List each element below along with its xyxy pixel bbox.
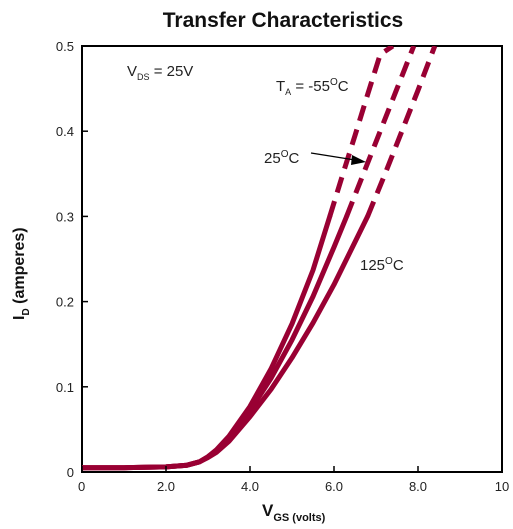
- y-tick-label: 0.3: [56, 209, 74, 224]
- y-tick-label: 0.2: [56, 295, 74, 310]
- t25-annotation: 25OC: [264, 149, 299, 167]
- x-tick-label: 10: [495, 479, 509, 494]
- series-line-dashed: [365, 46, 438, 218]
- plot-frame: [81, 45, 503, 473]
- series-line-dashed: [327, 46, 395, 218]
- ta-annotation: TA = -55OC: [276, 77, 349, 97]
- tick-layer: 0 2.0 4.0 6.0 8.0 10 0 0.1 0.2 0.3 0.4 0.5: [56, 39, 509, 494]
- y-tick-label: 0.1: [56, 380, 74, 395]
- x-tick-label: 4.0: [241, 479, 259, 494]
- series-line-solid: [82, 213, 350, 471]
- t25-arrow-head: [351, 155, 366, 165]
- y-tick-label: 0.5: [56, 39, 74, 54]
- y-tick-label: 0: [67, 465, 74, 480]
- y-axis-label: ID (amperes): [11, 227, 32, 320]
- x-tick-label: 8.0: [409, 479, 427, 494]
- t25-arrow-line: [310, 152, 356, 161]
- x-axis-label: VGS (volts): [262, 501, 326, 524]
- t125-annotation: 125OC: [360, 256, 404, 274]
- y-tick-label: 0.4: [56, 124, 74, 139]
- x-tick-label: 0: [78, 479, 85, 494]
- series-layer: [82, 46, 438, 471]
- vds-annotation: VDS = 25V: [127, 63, 193, 82]
- series-line-dashed: [344, 46, 417, 218]
- chart-title: Transfer Characteristics: [163, 9, 403, 32]
- x-tick-label: 6.0: [325, 479, 343, 494]
- series-line-solid: [82, 213, 371, 471]
- x-tick-label: 2.0: [157, 479, 175, 494]
